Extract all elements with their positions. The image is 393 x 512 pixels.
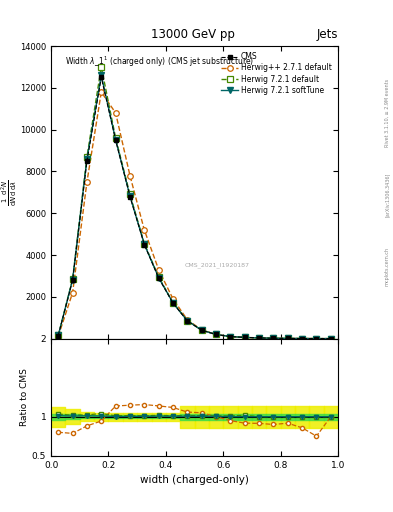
- Line: Herwig 7.2.1 default: Herwig 7.2.1 default: [55, 64, 334, 342]
- Herwig 7.2.1 softTune: [142, 241, 147, 247]
- Herwig 7.2.1 softTune: [171, 300, 175, 306]
- Herwig 7.2.1 softTune: [70, 276, 75, 283]
- Herwig 7.2.1 default: [199, 327, 204, 333]
- Text: Rivet 3.1.10, ≥ 2.9M events: Rivet 3.1.10, ≥ 2.9M events: [385, 78, 389, 147]
- Herwig++ 2.7.1 default: [113, 110, 118, 116]
- Herwig 7.2.1 default: [285, 335, 290, 342]
- Text: Jets: Jets: [316, 28, 338, 41]
- Herwig 7.2.1 softTune: [128, 193, 132, 199]
- Herwig++ 2.7.1 default: [314, 335, 319, 342]
- Herwig++ 2.7.1 default: [70, 290, 75, 296]
- Herwig++ 2.7.1 default: [214, 331, 219, 337]
- Herwig 7.2.1 default: [185, 317, 190, 324]
- Herwig 7.2.1 default: [314, 335, 319, 342]
- Herwig++ 2.7.1 default: [185, 317, 190, 323]
- Line: Herwig++ 2.7.1 default: Herwig++ 2.7.1 default: [55, 89, 334, 342]
- Herwig 7.2.1 softTune: [156, 274, 161, 281]
- Herwig 7.2.1 default: [171, 300, 175, 306]
- Herwig 7.2.1 softTune: [271, 335, 276, 342]
- Herwig++ 2.7.1 default: [300, 335, 305, 342]
- Herwig 7.2.1 default: [329, 335, 333, 342]
- Herwig 7.2.1 softTune: [199, 327, 204, 333]
- Herwig++ 2.7.1 default: [142, 227, 147, 233]
- Text: mcplots.cern.ch: mcplots.cern.ch: [385, 247, 389, 286]
- Y-axis label: $\frac{1}{\mathrm{d}N}\frac{\mathrm{d}^2N}{\mathrm{d}\,\mathrm{d}\lambda}$: $\frac{1}{\mathrm{d}N}\frac{\mathrm{d}^2…: [0, 179, 18, 206]
- Herwig++ 2.7.1 default: [171, 296, 175, 302]
- Text: 13000 GeV pp: 13000 GeV pp: [151, 28, 235, 41]
- Herwig++ 2.7.1 default: [99, 89, 104, 95]
- Herwig++ 2.7.1 default: [156, 267, 161, 273]
- Herwig++ 2.7.1 default: [285, 335, 290, 342]
- Herwig++ 2.7.1 default: [56, 333, 61, 339]
- Line: Herwig 7.2.1 softTune: Herwig 7.2.1 softTune: [55, 73, 334, 342]
- Herwig++ 2.7.1 default: [84, 179, 89, 185]
- Herwig 7.2.1 softTune: [329, 335, 333, 342]
- Herwig 7.2.1 softTune: [113, 137, 118, 143]
- Herwig 7.2.1 softTune: [228, 333, 233, 339]
- Herwig 7.2.1 default: [300, 335, 305, 342]
- Herwig++ 2.7.1 default: [128, 173, 132, 179]
- Herwig++ 2.7.1 default: [242, 334, 247, 340]
- Herwig 7.2.1 softTune: [214, 331, 219, 337]
- Text: CMS_2021_I1920187: CMS_2021_I1920187: [185, 263, 250, 268]
- Herwig 7.2.1 default: [156, 274, 161, 280]
- Herwig++ 2.7.1 default: [257, 335, 261, 341]
- Herwig 7.2.1 default: [113, 135, 118, 141]
- Herwig 7.2.1 default: [70, 276, 75, 282]
- Herwig 7.2.1 default: [142, 241, 147, 247]
- Herwig 7.2.1 softTune: [285, 335, 290, 342]
- Herwig 7.2.1 default: [56, 332, 61, 338]
- Herwig 7.2.1 default: [214, 331, 219, 337]
- Herwig++ 2.7.1 default: [228, 334, 233, 340]
- Herwig 7.2.1 default: [228, 333, 233, 339]
- Text: [arXiv:1306.3436]: [arXiv:1306.3436]: [385, 173, 389, 217]
- Herwig 7.2.1 softTune: [314, 335, 319, 342]
- Herwig 7.2.1 default: [99, 64, 104, 70]
- Herwig 7.2.1 default: [128, 191, 132, 198]
- Legend: CMS, Herwig++ 2.7.1 default, Herwig 7.2.1 default, Herwig 7.2.1 softTune: CMS, Herwig++ 2.7.1 default, Herwig 7.2.…: [219, 50, 334, 97]
- Herwig 7.2.1 softTune: [242, 334, 247, 340]
- Herwig 7.2.1 softTune: [185, 318, 190, 324]
- Herwig 7.2.1 default: [242, 334, 247, 340]
- Herwig 7.2.1 softTune: [300, 335, 305, 342]
- Y-axis label: Ratio to CMS: Ratio to CMS: [20, 368, 29, 426]
- Herwig 7.2.1 softTune: [257, 335, 261, 341]
- Herwig++ 2.7.1 default: [271, 335, 276, 342]
- Herwig 7.2.1 default: [84, 154, 89, 160]
- Text: Width $\lambda\_1^1$ (charged only) (CMS jet substructure): Width $\lambda\_1^1$ (charged only) (CMS…: [65, 55, 255, 69]
- Herwig 7.2.1 default: [257, 335, 261, 341]
- Herwig++ 2.7.1 default: [199, 327, 204, 333]
- Herwig 7.2.1 default: [271, 335, 276, 342]
- Herwig 7.2.1 softTune: [84, 156, 89, 162]
- X-axis label: width (charged-only): width (charged-only): [140, 475, 249, 485]
- Herwig++ 2.7.1 default: [329, 335, 333, 342]
- Herwig 7.2.1 softTune: [56, 332, 61, 338]
- Herwig 7.2.1 softTune: [99, 72, 104, 78]
